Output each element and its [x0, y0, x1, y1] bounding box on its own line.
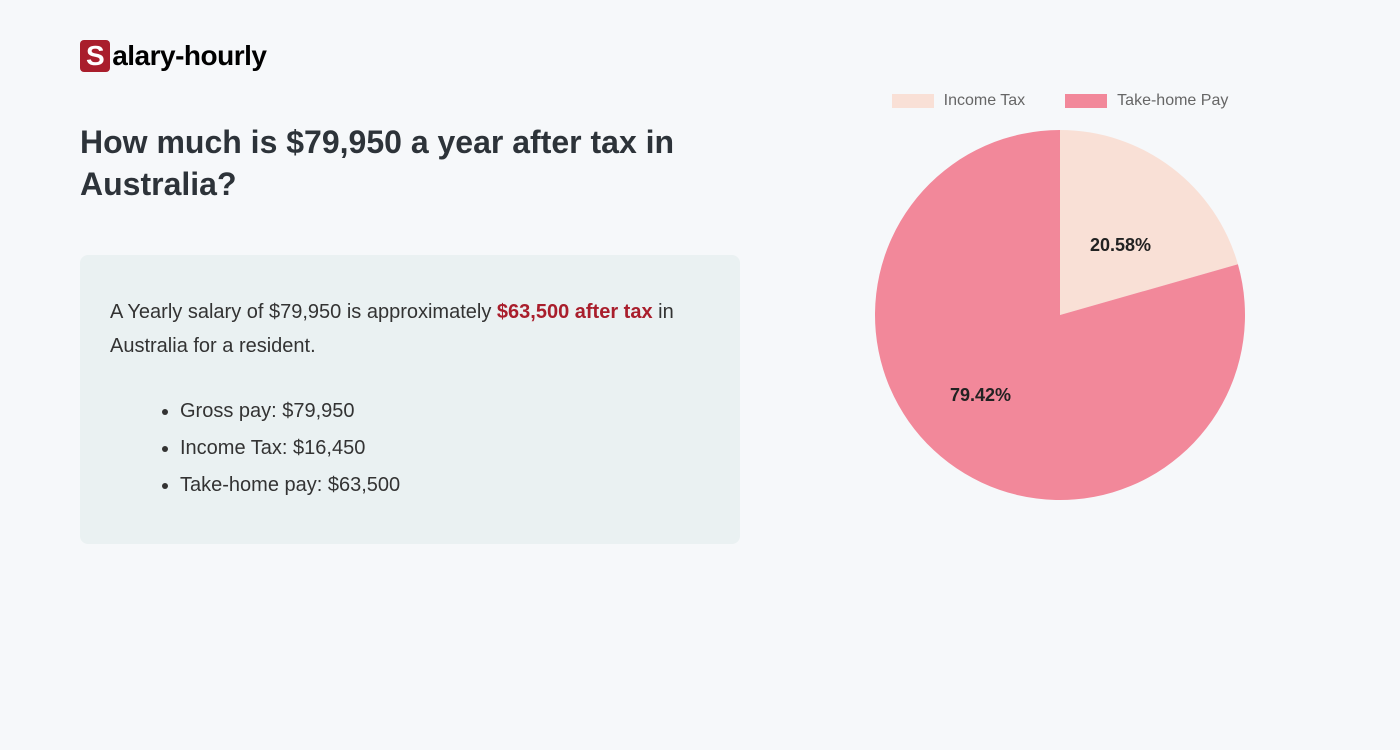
page-title: How much is $79,950 a year after tax in … [80, 122, 740, 205]
summary-box: A Yearly salary of $79,950 is approximat… [80, 255, 740, 544]
summary-paragraph: A Yearly salary of $79,950 is approximat… [110, 295, 710, 363]
pie-chart: 20.58% 79.42% [875, 130, 1245, 500]
legend-item-income-tax: Income Tax [892, 92, 1026, 110]
pie-label-take-home: 79.42% [950, 385, 1011, 406]
pie-label-income-tax: 20.58% [1090, 235, 1151, 256]
list-item: Income Tax: $16,450 [180, 430, 710, 467]
legend-swatch [892, 94, 934, 108]
chart-legend: Income Tax Take-home Pay [892, 92, 1229, 110]
logo: S alary-hourly [80, 40, 1320, 72]
legend-item-take-home: Take-home Pay [1065, 92, 1228, 110]
list-item: Take-home pay: $63,500 [180, 467, 710, 504]
legend-label: Income Tax [944, 92, 1026, 110]
left-column: How much is $79,950 a year after tax in … [80, 122, 740, 544]
legend-label: Take-home Pay [1117, 92, 1228, 110]
summary-list: Gross pay: $79,950 Income Tax: $16,450 T… [110, 393, 710, 504]
summary-highlight: $63,500 after tax [497, 301, 653, 323]
logo-text: alary-hourly [112, 40, 266, 72]
summary-text-before: A Yearly salary of $79,950 is approximat… [110, 301, 497, 323]
content-area: How much is $79,950 a year after tax in … [80, 122, 1320, 544]
pie-svg [875, 130, 1245, 500]
right-column: Income Tax Take-home Pay 20.58% 79.42% [800, 92, 1320, 544]
list-item: Gross pay: $79,950 [180, 393, 710, 430]
legend-swatch [1065, 94, 1107, 108]
logo-badge: S [80, 40, 110, 72]
